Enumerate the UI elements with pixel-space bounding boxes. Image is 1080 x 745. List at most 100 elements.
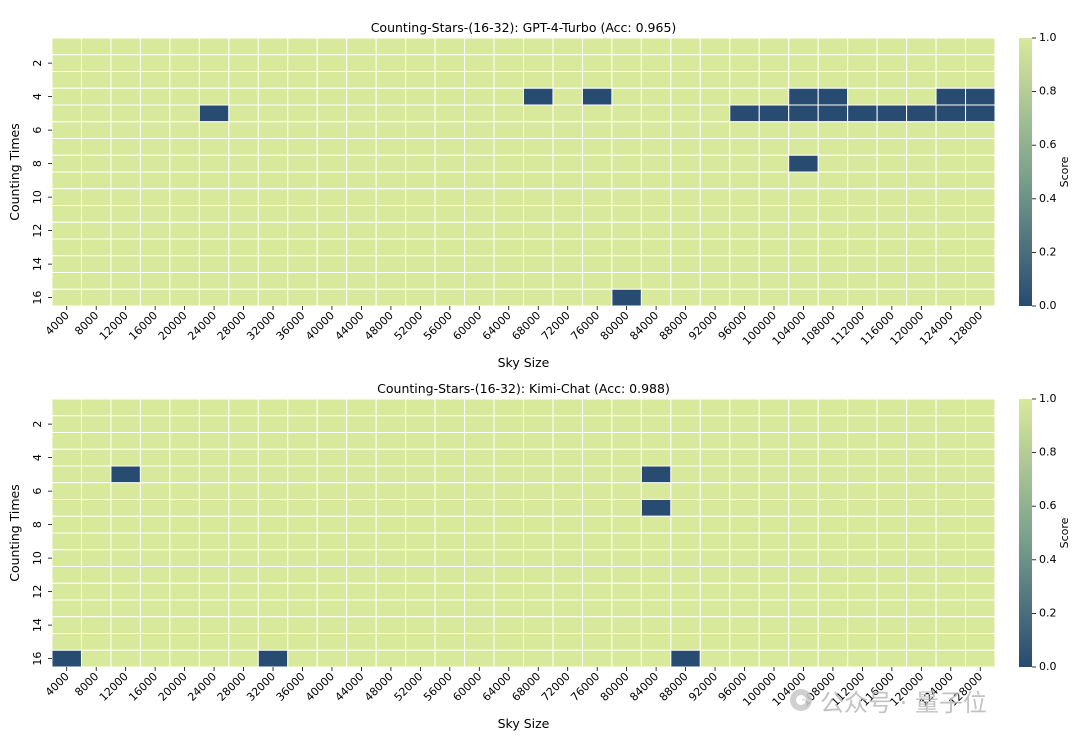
heatmap-cell [434, 154, 466, 173]
heatmap-cell [257, 54, 289, 72]
heatmap-cell [847, 54, 878, 72]
heatmap-cell [375, 238, 407, 257]
heatmap-cell [935, 188, 967, 206]
heatmap-cell [287, 288, 318, 307]
heatmap-cell [110, 415, 141, 433]
heatmap-cell [80, 188, 112, 206]
heatmap-cell [169, 415, 200, 433]
heatmap-cell [965, 465, 996, 484]
heatmap-cell [493, 255, 524, 273]
heatmap-cell [906, 549, 937, 567]
heatmap-cell [876, 205, 908, 223]
heatmap-cell [110, 255, 141, 273]
heatmap-cell [788, 272, 819, 290]
heatmap-cell [906, 582, 937, 601]
heatmap-cell [434, 121, 466, 139]
x-tick-label: 16000 [126, 670, 160, 704]
heatmap-cell [316, 549, 348, 567]
heatmap-cell [523, 566, 554, 584]
heatmap-cell [729, 616, 760, 634]
heatmap-cell [375, 532, 407, 551]
heatmap-cell [287, 482, 318, 500]
heatmap-cell [80, 482, 112, 500]
heatmap-cell [876, 566, 908, 584]
heatmap-cell [640, 71, 672, 89]
heatmap-cell [346, 448, 377, 467]
heatmap-cell [817, 482, 849, 500]
heatmap-cell [51, 482, 82, 500]
heatmap-cell [493, 633, 524, 651]
heatmap-cell [523, 499, 554, 517]
heatmap-cell [287, 54, 318, 72]
heatmap-cell [375, 188, 407, 206]
heatmap-cell [935, 566, 967, 584]
heatmap-cell [729, 37, 760, 56]
heatmap-cell [51, 138, 82, 156]
heatmap-cell [906, 432, 937, 450]
heatmap-cell [80, 37, 112, 56]
heatmap-cell [523, 154, 554, 173]
heatmap-cell [493, 599, 524, 618]
heatmap-cell [965, 272, 996, 290]
heatmap-cell [51, 121, 82, 139]
heatmap-cell [906, 272, 937, 290]
heatmap-cell [788, 188, 819, 206]
heatmap-cell-zero [670, 649, 701, 668]
heatmap-cell [847, 515, 878, 534]
heatmap-cell [876, 616, 908, 634]
heatmap-cell [51, 549, 82, 567]
heatmap-cell [139, 465, 171, 484]
heatmap-cell [552, 272, 583, 290]
heatmap-cell [523, 104, 554, 123]
heatmap-cell [228, 633, 259, 651]
heatmap-cell [670, 54, 701, 72]
heatmap-cell [788, 398, 819, 417]
heatmap-cell [699, 71, 731, 89]
heatmap-cell [198, 482, 230, 500]
heatmap-cell [906, 499, 937, 517]
heatmap-cell [611, 616, 642, 634]
heatmap-cell [758, 549, 790, 567]
x-tick-label: 84000 [627, 309, 661, 343]
heatmap-cell [670, 566, 701, 584]
heatmap-cell [876, 171, 908, 190]
heatmap-cell [287, 633, 318, 651]
heatmap-cell [817, 582, 849, 601]
heatmap-cell [493, 205, 524, 223]
heatmap-cell [405, 87, 436, 106]
heatmap-cell [405, 482, 436, 500]
heatmap-cell [758, 582, 790, 601]
heatmap-cell [788, 448, 819, 467]
heatmap-cell [257, 171, 289, 190]
heatmap-cell [523, 482, 554, 500]
heatmap-cell [51, 566, 82, 584]
heatmap-cell [876, 37, 908, 56]
heatmap-cell [316, 566, 348, 584]
heatmap-cell [198, 633, 230, 651]
heatmap-cell [788, 415, 819, 433]
heatmap-cell [552, 138, 583, 156]
heatmap-cell [375, 633, 407, 651]
heatmap-cell [257, 272, 289, 290]
heatmap-cell [699, 465, 731, 484]
heatmap-cell [80, 238, 112, 257]
heatmap-cell [346, 599, 377, 618]
heatmap-cell [316, 255, 348, 273]
heatmap-cell [847, 432, 878, 450]
heatmap-cell [552, 398, 583, 417]
heatmap-cell [640, 566, 672, 584]
heatmap-cell [434, 138, 466, 156]
heatmap-cell [198, 599, 230, 618]
heatmap-cell [758, 649, 790, 668]
heatmap-cell [346, 499, 377, 517]
heatmap-cell [523, 238, 554, 257]
heatmap-cell [935, 71, 967, 89]
heatmap-cell [110, 87, 141, 106]
heatmap-cell [906, 616, 937, 634]
heatmap-cell [523, 549, 554, 567]
heatmap-cell [287, 499, 318, 517]
heatmap-cell [316, 121, 348, 139]
heatmap-cell [906, 255, 937, 273]
heatmap-cell-zero [788, 104, 819, 123]
heatmap-cell [139, 255, 171, 273]
